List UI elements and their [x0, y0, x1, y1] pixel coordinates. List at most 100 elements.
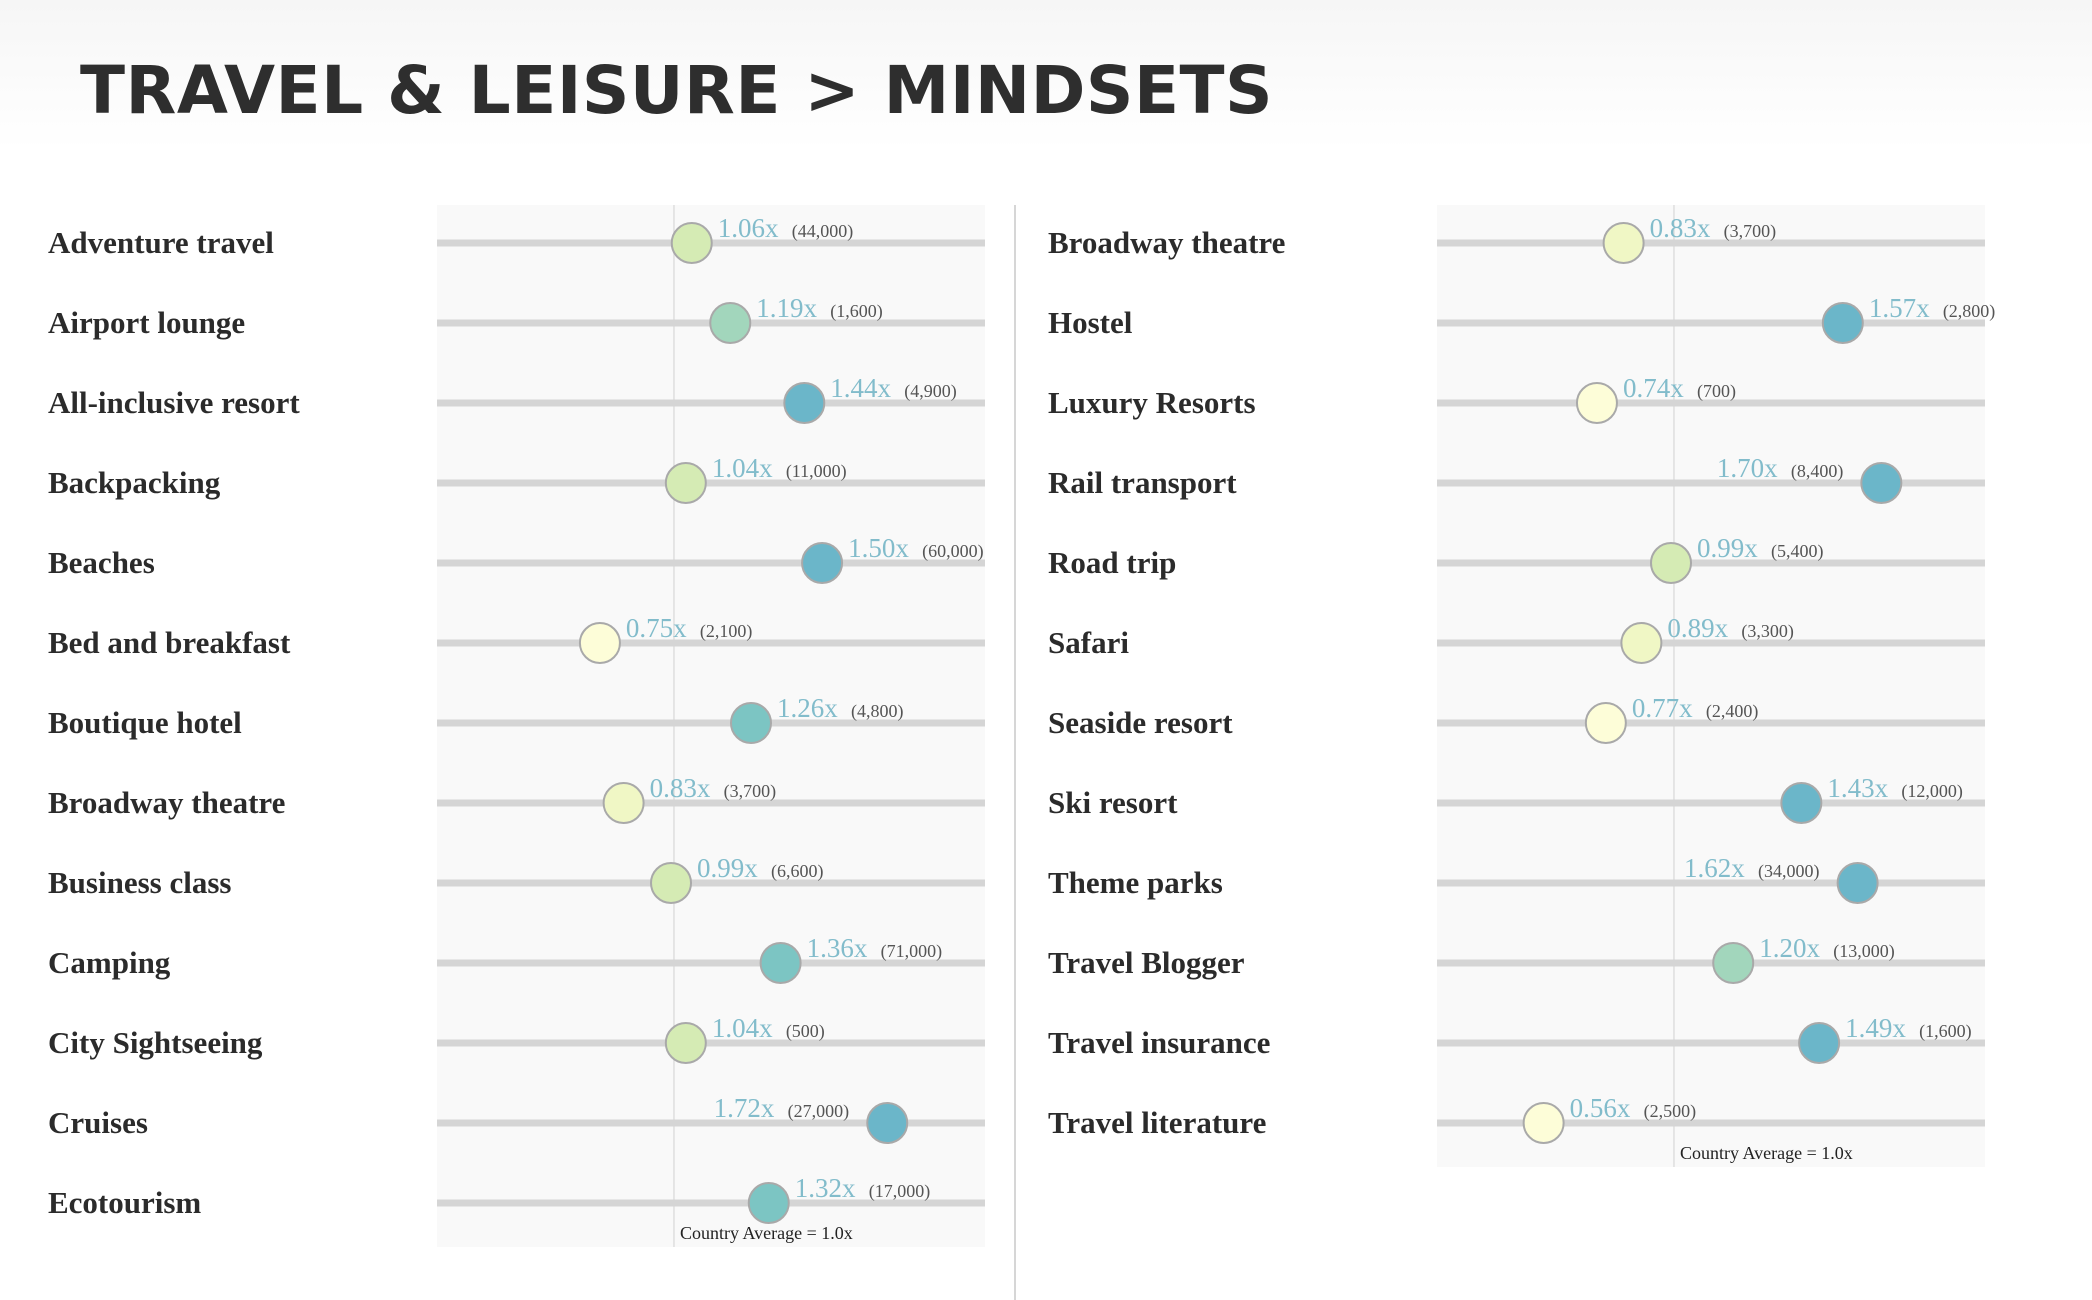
- column-divider: [1014, 205, 1016, 1300]
- row-label: Ski resort: [1048, 785, 1178, 820]
- value-marker: [1522, 1102, 1565, 1144]
- value-marker: [664, 1022, 707, 1064]
- ratio-label: 1.57x: [1869, 293, 1930, 323]
- ratio-label: 0.83x: [1650, 213, 1711, 243]
- ratio-label: 1.06x: [718, 213, 779, 243]
- count-label: (12,000): [1901, 781, 1963, 802]
- ratio-label: 0.56x: [1570, 1093, 1631, 1123]
- country-average-label: Country Average = 1.0x: [680, 1223, 853, 1243]
- ratio-label: 1.72x: [714, 1093, 775, 1123]
- ratio-label: 0.99x: [1697, 533, 1758, 563]
- count-label: (2,500): [1644, 1101, 1697, 1122]
- count-label: (1,600): [1919, 1021, 1972, 1042]
- value-marker: [1602, 222, 1645, 264]
- ratio-label: 1.04x: [712, 1013, 773, 1043]
- ratio-label: 1.43x: [1827, 773, 1888, 803]
- count-label: (2,100): [700, 621, 753, 642]
- value-marker: [664, 462, 707, 504]
- row-label: Boutique hotel: [48, 705, 242, 740]
- value-marker: [1821, 302, 1864, 344]
- ratio-label: 0.83x: [650, 773, 711, 803]
- count-label: (4,900): [904, 381, 957, 402]
- row-label: Cruises: [48, 1105, 148, 1140]
- value-marker: [783, 382, 826, 424]
- count-label: (500): [786, 1021, 825, 1042]
- ratio-label: 1.70x: [1717, 453, 1778, 483]
- ratio-label: 1.19x: [756, 293, 817, 323]
- value-marker: [1650, 542, 1693, 584]
- value-marker: [759, 942, 802, 984]
- value-marker: [1584, 702, 1627, 744]
- row-label: Bed and breakfast: [48, 625, 291, 660]
- value-marker: [650, 862, 693, 904]
- row-label: Camping: [48, 945, 171, 980]
- country-average-label: Country Average = 1.0x: [1680, 1143, 1853, 1163]
- row-label: Travel Blogger: [1048, 945, 1245, 980]
- count-label: (4,800): [851, 701, 904, 722]
- ratio-label: 1.50x: [848, 533, 909, 563]
- count-label: (3,300): [1741, 621, 1794, 642]
- row-label: Backpacking: [48, 465, 221, 500]
- ratio-label: 1.62x: [1684, 853, 1745, 883]
- value-marker: [747, 1182, 790, 1224]
- row-label: All-inclusive resort: [48, 385, 300, 420]
- value-marker: [578, 622, 621, 664]
- row-label: Luxury Resorts: [1048, 385, 1256, 420]
- row-label: Theme parks: [1048, 865, 1223, 900]
- value-marker: [801, 542, 844, 584]
- value-marker: [1712, 942, 1755, 984]
- row-label: Rail transport: [1048, 465, 1237, 500]
- value-marker: [1798, 1022, 1841, 1064]
- ratio-label: 0.89x: [1667, 613, 1728, 643]
- count-label: (27,000): [788, 1101, 850, 1122]
- ratio-label: 1.44x: [830, 373, 891, 403]
- value-marker: [709, 302, 752, 344]
- value-marker: [866, 1102, 909, 1144]
- row-label: Beaches: [48, 545, 155, 580]
- count-label: (3,700): [1724, 221, 1777, 242]
- ratio-label: 0.77x: [1632, 693, 1693, 723]
- count-label: (8,400): [1791, 461, 1844, 482]
- value-marker: [1860, 462, 1903, 504]
- value-marker: [1836, 862, 1879, 904]
- count-label: (17,000): [869, 1181, 931, 1202]
- count-label: (34,000): [1758, 861, 1820, 882]
- value-marker: [1780, 782, 1823, 824]
- count-label: (44,000): [792, 221, 854, 242]
- count-label: (1,600): [830, 301, 883, 322]
- row-label: Travel literature: [1048, 1105, 1266, 1140]
- count-label: (2,400): [1706, 701, 1759, 722]
- count-label: (700): [1697, 381, 1736, 402]
- ratio-label: 1.32x: [795, 1173, 856, 1203]
- row-label: Broadway theatre: [48, 785, 285, 820]
- value-marker: [602, 782, 645, 824]
- row-label: Travel insurance: [1048, 1025, 1270, 1060]
- page-title: TRAVEL & LEISURE > MINDSETS: [80, 52, 1274, 129]
- row-label: Adventure travel: [48, 225, 274, 260]
- ratio-label: 1.20x: [1759, 933, 1820, 963]
- ratio-label: 0.75x: [626, 613, 687, 643]
- row-label: Business class: [48, 865, 231, 900]
- row-label: City Sightseeing: [48, 1025, 263, 1060]
- count-label: (2,800): [1943, 301, 1996, 322]
- count-label: (71,000): [881, 941, 943, 962]
- count-label: (60,000): [922, 541, 984, 562]
- ratio-label: 0.74x: [1623, 373, 1684, 403]
- row-label: Road trip: [1048, 545, 1176, 580]
- row-label: Airport lounge: [48, 305, 245, 340]
- count-label: (11,000): [786, 461, 847, 482]
- row-label: Broadway theatre: [1048, 225, 1285, 260]
- row-label: Safari: [1048, 625, 1129, 660]
- ratio-label: 1.04x: [712, 453, 773, 483]
- plot-background: [1437, 205, 1985, 1167]
- ratio-label: 1.36x: [807, 933, 868, 963]
- row-label: Ecotourism: [48, 1185, 201, 1220]
- value-marker: [670, 222, 713, 264]
- count-label: (13,000): [1833, 941, 1895, 962]
- count-label: (6,600): [771, 861, 824, 882]
- row-label: Hostel: [1048, 305, 1133, 340]
- ratio-label: 0.99x: [697, 853, 758, 883]
- ratio-label: 1.49x: [1845, 1013, 1906, 1043]
- value-marker: [1620, 622, 1663, 664]
